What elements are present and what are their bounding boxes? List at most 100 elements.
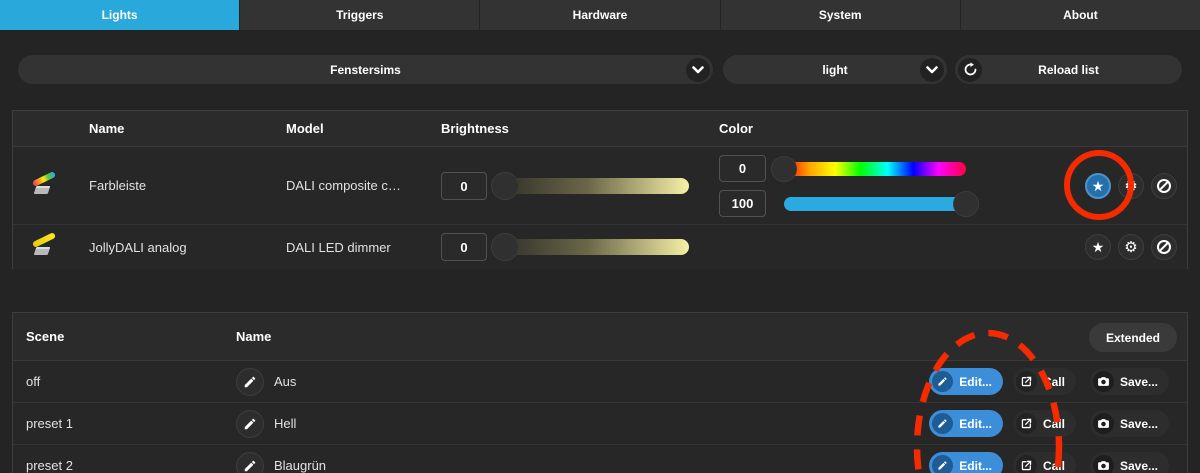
star-icon: ★ [1091,178,1105,194]
brightness-slider-track[interactable] [505,239,689,255]
col-header-brightness: Brightness [441,121,509,136]
scene-actions: Edit... Call Save... [929,452,1169,473]
scene-id: preset 1 [26,416,73,431]
reload-list-button[interactable]: Reload list [955,55,1182,84]
lights-table: Name Model Brightness Color Farbleiste D… [12,110,1188,269]
tab-hardware[interactable]: Hardware [480,0,721,30]
tab-label: Lights [101,8,138,22]
call-label: Call [1042,458,1065,473]
table-row: Farbleiste DALI composite c… 0 0 100 ★ ⚙ [13,147,1187,225]
gear-icon: ⚙ [1124,238,1138,256]
favorite-star-button[interactable]: ★ [1085,234,1111,260]
rename-scene-button[interactable] [236,368,264,396]
settings-gear-button[interactable]: ⚙ [1118,173,1144,199]
tab-system[interactable]: System [720,0,961,30]
col-header-name: Name [236,329,272,344]
save-scene-button[interactable]: Save... [1089,452,1169,473]
save-label: Save... [1119,374,1158,389]
launch-icon [1015,371,1037,392]
edit-label: Edit... [959,374,992,389]
pencil-icon [932,413,954,434]
scene-name: Blaugrün [274,458,327,473]
extended-button[interactable]: Extended [1088,323,1177,352]
hue-input[interactable]: 0 [719,155,766,182]
brightness-input[interactable]: 0 [441,233,487,261]
pencil-icon [244,376,256,388]
light-model: DALI LED dimmer [286,239,391,255]
launch-icon [1015,413,1037,434]
reload-list-label: Reload list [1038,62,1099,77]
refresh-icon [958,57,982,82]
edit-scene-button[interactable]: Edit... [929,452,1003,473]
light-name: JollyDALI analog [89,239,187,255]
saturation-slider-thumb[interactable] [953,190,979,217]
call-scene-button[interactable]: Call [1012,410,1076,437]
tab-triggers[interactable]: Triggers [240,0,481,30]
save-label: Save... [1119,458,1158,473]
rename-scene-button[interactable] [236,452,264,473]
scene-id: off [26,374,41,389]
device-select[interactable]: Fenstersims [18,55,713,84]
chevron-down-icon [920,57,944,82]
scene-row: off Aus Edit... Call Save... [13,361,1187,403]
gear-icon: ⚙ [1124,177,1138,195]
call-scene-button[interactable]: Call [1012,368,1076,395]
top-nav: Lights Triggers Hardware System About [0,0,1200,30]
disable-button[interactable] [1151,173,1177,199]
rename-scene-button[interactable] [236,410,264,438]
pencil-icon [244,460,256,472]
scene-name: Aus [274,374,297,389]
brightness-slider[interactable] [491,233,689,261]
camera-icon [1092,413,1114,434]
settings-gear-button[interactable]: ⚙ [1118,234,1144,260]
edit-scene-button[interactable]: Edit... [929,410,1003,437]
col-header-color: Color [719,121,753,136]
tab-label: Triggers [336,8,384,22]
save-scene-button[interactable]: Save... [1089,410,1169,437]
tab-lights[interactable]: Lights [0,0,241,30]
device-select-value: Fenstersims [330,62,401,77]
edit-label: Edit... [959,458,992,473]
brightness-slider[interactable] [491,172,689,200]
brightness-input[interactable]: 0 [441,172,487,200]
favorite-star-button[interactable]: ★ [1085,173,1111,199]
tab-label: About [1063,8,1098,22]
controls-bar: Fenstersims light Reload list [18,55,1182,84]
save-scene-button[interactable]: Save... [1089,368,1169,395]
call-label: Call [1042,374,1065,389]
hue-slider[interactable] [771,155,966,182]
edit-scene-button[interactable]: Edit... [929,368,1003,395]
hue-slider-track[interactable] [784,161,966,176]
save-label: Save... [1119,416,1158,431]
pencil-icon [932,455,954,473]
call-scene-button[interactable]: Call [1012,452,1076,473]
led-dimmer-icon [29,232,61,262]
color-led-strip-icon [29,170,61,201]
scenes-table-header: Scene Name Extended [13,313,1187,361]
lights-table-header: Name Model Brightness Color [13,111,1187,147]
brightness-slider-track[interactable] [505,178,689,194]
saturation-input[interactable]: 100 [719,190,766,217]
hue-slider-thumb[interactable] [771,155,797,182]
brightness-slider-thumb[interactable] [491,233,519,261]
disable-button[interactable] [1151,234,1177,260]
camera-icon [1092,371,1114,392]
tab-label: Hardware [572,8,628,22]
scene-actions: Edit... Call Save... [929,368,1169,395]
type-select-value: light [822,62,848,77]
saturation-slider-track[interactable] [784,196,966,211]
col-header-model: Model [286,121,324,136]
type-select[interactable]: light [723,55,947,84]
brightness-slider-thumb[interactable] [491,172,519,200]
saturation-slider[interactable] [784,190,979,217]
table-row: JollyDALI analog DALI LED dimmer 0 ★ ⚙ [13,225,1187,269]
col-header-scene: Scene [26,329,65,344]
scene-row: preset 1 Hell Edit... Call Save... [13,403,1187,445]
star-icon: ★ [1091,239,1105,255]
tab-about[interactable]: About [960,0,1200,30]
call-label: Call [1042,416,1065,431]
scenes-table: Scene Name Extended off Aus Edit... Call [12,312,1188,473]
pencil-icon [244,418,256,430]
camera-icon [1092,455,1114,473]
launch-icon [1015,455,1037,473]
